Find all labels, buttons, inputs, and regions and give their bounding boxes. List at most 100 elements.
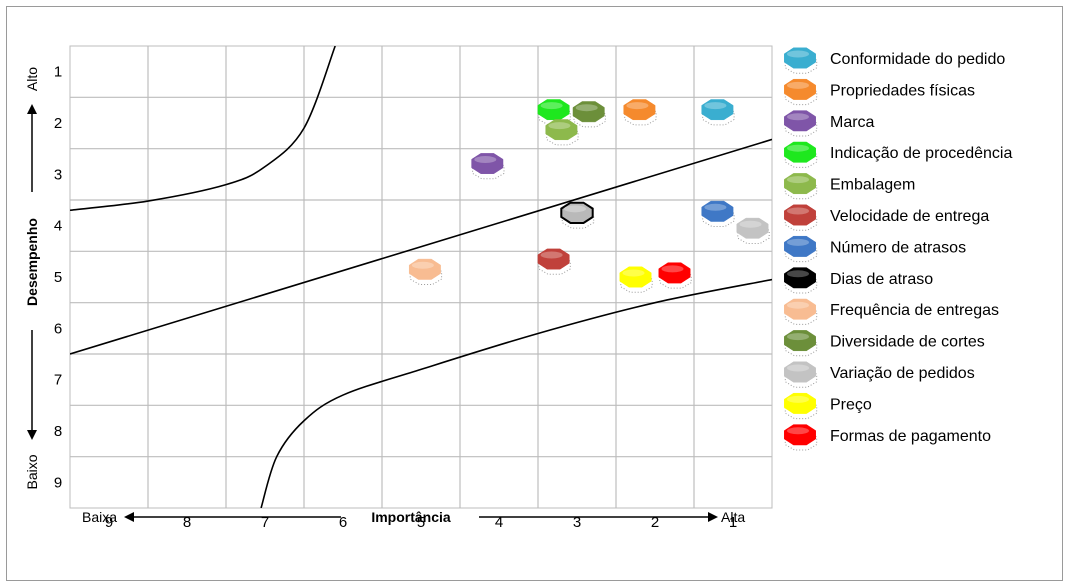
data-point: [623, 99, 657, 126]
data-point: [408, 258, 443, 285]
data-point: [619, 266, 653, 293]
marker-highlight: [626, 102, 649, 110]
legend-item: Marca: [784, 110, 875, 137]
legend-label: Indicação de procedência: [830, 145, 1012, 162]
data-point: [537, 248, 571, 275]
legend-label: Frequência de entregas: [830, 302, 999, 319]
marker-highlight: [787, 176, 809, 184]
data-points: [408, 99, 770, 293]
legend-marker: [784, 424, 818, 451]
x-tick-label: 1: [729, 514, 737, 531]
boundary-line: [260, 278, 772, 508]
legend-item: Velocidade de entrega: [784, 204, 989, 231]
data-point: [658, 262, 692, 289]
legend-label: Marca: [830, 114, 875, 131]
legend-marker: [784, 204, 818, 231]
marker-highlight: [787, 238, 809, 246]
marker-highlight: [540, 102, 563, 110]
marker-highlight: [787, 270, 809, 278]
legend-item: Dias de atraso: [784, 267, 933, 294]
legend-label: Embalagem: [830, 177, 915, 194]
plot-area: [69, 45, 773, 509]
marker-highlight: [787, 333, 809, 341]
chart-frame: [6, 6, 1063, 581]
legend-label: Diversidade de cortes: [830, 334, 985, 351]
legend-item: Variação de pedidos: [784, 361, 975, 388]
marker-highlight: [704, 102, 727, 110]
x-tick-label: 3: [573, 514, 581, 531]
x-axis-high-label: Alta: [721, 509, 745, 525]
y-tick-label: 3: [54, 166, 62, 183]
marker-highlight: [411, 261, 434, 269]
marker-highlight: [661, 265, 684, 273]
legend-marker: [784, 392, 818, 420]
legend-marker: [784, 235, 818, 263]
data-point: [701, 99, 735, 126]
data-point: [572, 101, 606, 128]
marker-highlight: [787, 81, 809, 89]
data-point: [471, 153, 505, 180]
marker-highlight: [548, 122, 571, 130]
legend-item: Indicação de procedência: [784, 141, 1012, 168]
y-tick-label: 8: [54, 423, 62, 440]
legend-label: Dias de atraso: [830, 271, 933, 288]
x-axis-annotation: Baixa Importância Alta: [82, 509, 745, 525]
y-axis-title: Desempenho: [24, 218, 40, 306]
y-tick-label: 1: [54, 64, 62, 81]
marker-highlight: [787, 301, 809, 309]
y-axis-annotation: Alto Desempenho Baixo: [24, 67, 40, 490]
legend-item: Frequência de entregas: [784, 298, 999, 325]
legend-marker: [784, 298, 818, 325]
y-tick-label: 9: [54, 474, 62, 491]
legend-label: Preço: [830, 396, 872, 413]
legend-label: Propriedades físicas: [830, 82, 975, 99]
marker-highlight: [540, 251, 563, 259]
marker-highlight: [787, 50, 809, 58]
data-point: [545, 119, 579, 146]
legend-item: Conformidade do pedido: [784, 47, 1005, 74]
legend-item: Preço: [784, 392, 872, 420]
y-arrow-down-head: [27, 430, 37, 440]
boundary-lines: [70, 46, 772, 508]
marker-highlight: [787, 113, 809, 121]
marker-highlight: [787, 364, 809, 372]
legend-marker: [784, 141, 818, 168]
x-tick-label: 8: [183, 514, 191, 531]
marker-highlight: [704, 203, 727, 211]
marker-highlight: [787, 395, 809, 403]
legend-marker: [784, 361, 818, 388]
legend-marker: [784, 47, 818, 74]
y-tick-label: 6: [54, 320, 62, 337]
legend-marker: [784, 330, 818, 357]
marker-highlight: [474, 156, 497, 164]
data-point: [701, 200, 735, 227]
plot-grid: [69, 45, 773, 509]
data-point: [560, 201, 595, 229]
y-axis-top-label: Alto: [24, 67, 40, 91]
y-tick-label: 5: [54, 269, 62, 286]
legend-marker: [784, 267, 818, 294]
data-point: [736, 217, 770, 244]
legend-label: Variação de pedidos: [830, 365, 975, 382]
boundary-line: [70, 46, 336, 212]
legend-item: Número de atrasos: [784, 235, 966, 263]
marker-highlight: [787, 427, 809, 435]
x-arrow-left-head: [124, 512, 134, 522]
legend-marker: [784, 173, 818, 200]
y-tick-label: 2: [54, 115, 62, 132]
legend-marker: [784, 78, 818, 106]
boundary-line: [70, 138, 772, 355]
legend-label: Velocidade de entrega: [830, 208, 989, 225]
axis-ticks: 9 8 7 6 5 4 3 2 1 1 2 3 4 5 6 7 8 9: [54, 64, 737, 531]
x-tick-label: 4: [495, 514, 503, 531]
legend-marker: [784, 110, 818, 137]
x-tick-label: 2: [651, 514, 659, 531]
marker-highlight: [787, 207, 809, 215]
legend-label: Número de atrasos: [830, 239, 966, 256]
marker-highlight: [739, 220, 762, 228]
marker-highlight: [622, 269, 645, 277]
x-arrow-right-head: [708, 512, 718, 522]
x-tick-label: 5: [417, 514, 425, 531]
y-tick-label: 7: [54, 372, 62, 389]
